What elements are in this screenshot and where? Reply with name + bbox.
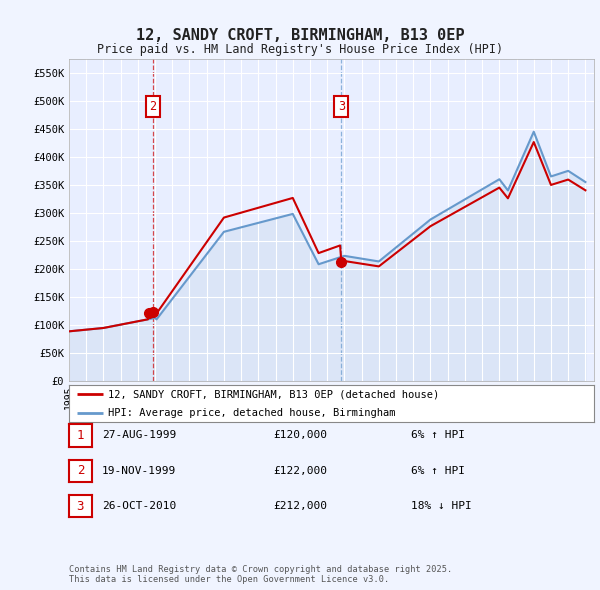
Text: 6% ↑ HPI: 6% ↑ HPI xyxy=(411,431,465,440)
Text: Price paid vs. HM Land Registry's House Price Index (HPI): Price paid vs. HM Land Registry's House … xyxy=(97,43,503,56)
Text: £120,000: £120,000 xyxy=(273,431,327,440)
Text: 19-NOV-1999: 19-NOV-1999 xyxy=(102,466,176,476)
Text: £212,000: £212,000 xyxy=(273,502,327,511)
Text: 18% ↓ HPI: 18% ↓ HPI xyxy=(411,502,472,511)
Text: 1: 1 xyxy=(77,429,84,442)
Text: 26-OCT-2010: 26-OCT-2010 xyxy=(102,502,176,511)
Text: 27-AUG-1999: 27-AUG-1999 xyxy=(102,431,176,440)
Text: 6% ↑ HPI: 6% ↑ HPI xyxy=(411,466,465,476)
Text: 3: 3 xyxy=(338,100,345,113)
Text: Contains HM Land Registry data © Crown copyright and database right 2025.
This d: Contains HM Land Registry data © Crown c… xyxy=(69,565,452,584)
Text: 3: 3 xyxy=(77,500,84,513)
Text: £122,000: £122,000 xyxy=(273,466,327,476)
Text: 2: 2 xyxy=(149,100,157,113)
Text: HPI: Average price, detached house, Birmingham: HPI: Average price, detached house, Birm… xyxy=(109,408,396,418)
Text: 2: 2 xyxy=(77,464,84,477)
Text: 12, SANDY CROFT, BIRMINGHAM, B13 0EP (detached house): 12, SANDY CROFT, BIRMINGHAM, B13 0EP (de… xyxy=(109,389,440,399)
Text: 12, SANDY CROFT, BIRMINGHAM, B13 0EP: 12, SANDY CROFT, BIRMINGHAM, B13 0EP xyxy=(136,28,464,43)
